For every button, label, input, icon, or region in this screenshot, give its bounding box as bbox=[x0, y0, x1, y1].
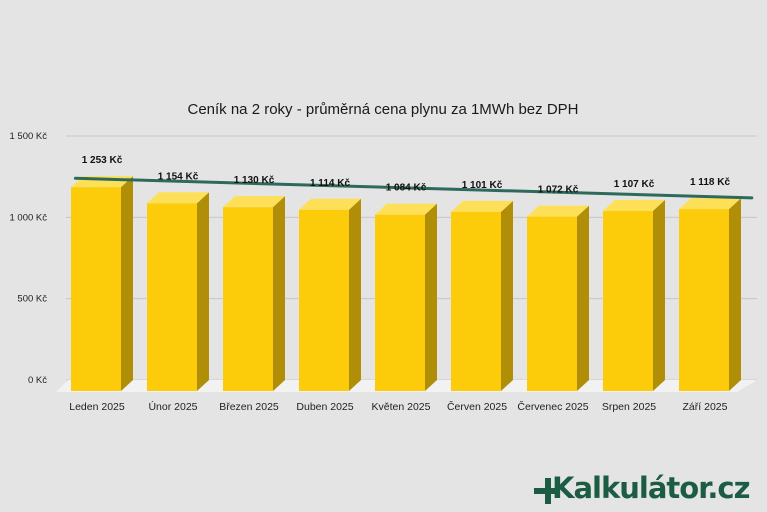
bar bbox=[527, 205, 589, 391]
x-category-label: Únor 2025 bbox=[148, 400, 197, 413]
chart-title: Ceník na 2 roky - průměrná cena plynu za… bbox=[187, 101, 578, 118]
bar-side bbox=[349, 198, 361, 391]
bar-side bbox=[273, 196, 285, 391]
bar-side bbox=[501, 200, 513, 391]
bar bbox=[299, 198, 361, 391]
bar-side bbox=[121, 176, 133, 391]
x-category-label: Červenec 2025 bbox=[517, 400, 588, 413]
x-axis-categories: Leden 2025 Únor 2025 Březen 2025 Duben 2025… bbox=[69, 400, 727, 413]
bar-side bbox=[653, 199, 665, 391]
y-tick-label: 1 000 Kč bbox=[10, 212, 48, 223]
data-label: 1 114 Kč bbox=[310, 178, 350, 189]
bar-side bbox=[425, 203, 437, 391]
bar bbox=[603, 199, 665, 391]
bar-top bbox=[223, 196, 285, 208]
bar bbox=[679, 198, 741, 391]
bar-top bbox=[603, 199, 665, 211]
bar-front bbox=[147, 203, 197, 391]
bar-top bbox=[451, 200, 513, 212]
bar bbox=[147, 192, 209, 391]
y-tick-label: 500 Kč bbox=[17, 294, 47, 305]
bar bbox=[451, 200, 513, 391]
y-tick-label: 1 500 Kč bbox=[10, 131, 48, 142]
data-label: 1 072 Kč bbox=[538, 185, 579, 196]
kalkulator-logo: Kalkulátor.cz bbox=[534, 471, 751, 505]
bar bbox=[71, 176, 133, 391]
bar-top bbox=[299, 198, 361, 210]
data-label: 1 130 Kč bbox=[234, 175, 275, 186]
bar-front bbox=[71, 187, 121, 391]
trendline bbox=[73, 176, 754, 200]
data-labels: 1 253 Kč 1 154 Kč 1 130 Kč 1 114 Kč 1 084 Kč… bbox=[82, 155, 731, 195]
y-tick-label: 0 Kč bbox=[28, 375, 47, 386]
bar-front bbox=[299, 209, 349, 391]
bar-side bbox=[197, 192, 209, 391]
bar-top bbox=[527, 205, 589, 217]
brand-mark-icon bbox=[534, 478, 559, 504]
bar-side bbox=[729, 198, 741, 391]
logo-text: Kalkulátor.cz bbox=[552, 471, 750, 505]
bar-top bbox=[147, 192, 209, 204]
data-label: 1 154 Kč bbox=[158, 171, 199, 182]
bars bbox=[71, 176, 741, 391]
bar-front bbox=[679, 209, 729, 391]
bar-top bbox=[375, 203, 437, 215]
bar-front bbox=[451, 211, 501, 391]
data-label: 1 101 Kč bbox=[462, 180, 503, 191]
data-label: 1 118 Kč bbox=[690, 177, 730, 188]
bar-front bbox=[223, 207, 273, 391]
data-label: 1 253 Kč bbox=[82, 155, 123, 166]
bar-top bbox=[679, 198, 741, 210]
y-axis-ticks: 0 Kč 500 Kč 1 000 Kč 1 500 Kč bbox=[10, 131, 48, 386]
trendline-path bbox=[73, 176, 754, 200]
data-label: 1 084 Kč bbox=[386, 183, 427, 194]
x-category-label: Duben 2025 bbox=[296, 401, 353, 413]
x-category-label: Květen 2025 bbox=[372, 401, 431, 413]
bar-front bbox=[527, 216, 577, 391]
bar bbox=[375, 203, 437, 391]
bar-side bbox=[577, 205, 589, 391]
bar-front bbox=[375, 214, 425, 391]
x-category-label: Leden 2025 bbox=[69, 401, 125, 413]
bar bbox=[223, 196, 285, 391]
x-category-label: Srpen 2025 bbox=[602, 401, 656, 413]
x-category-label: Březen 2025 bbox=[219, 401, 279, 413]
x-category-label: Červen 2025 bbox=[447, 400, 507, 413]
bar-front bbox=[603, 210, 653, 391]
x-category-label: Září 2025 bbox=[683, 401, 728, 413]
data-label: 1 107 Kč bbox=[614, 179, 655, 190]
